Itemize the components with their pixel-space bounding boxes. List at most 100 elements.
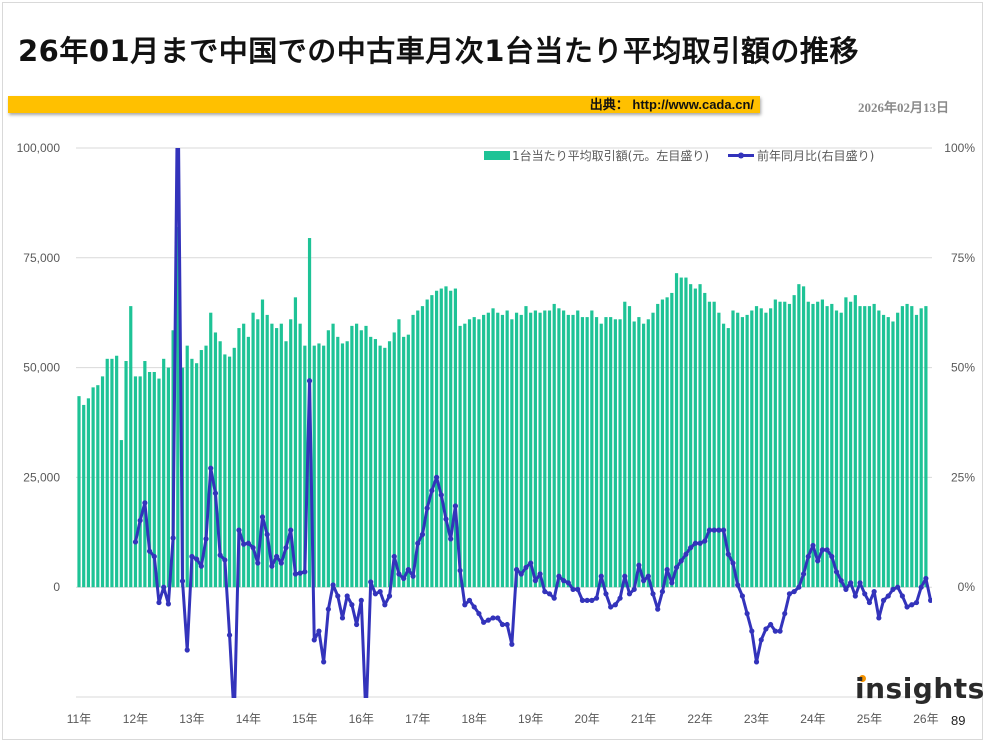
bar: [392, 332, 396, 588]
bar: [590, 310, 594, 588]
yoy-point: [753, 659, 760, 665]
yoy-point: [669, 580, 675, 586]
bar: [844, 297, 848, 588]
yoy-point: [368, 579, 374, 585]
yoy-point: [692, 540, 698, 546]
yoy-point: [513, 567, 520, 573]
x-axis-tick-label: 16年: [349, 712, 374, 726]
bar: [251, 312, 255, 588]
yoy-point: [288, 527, 294, 533]
yoy-point: [410, 573, 416, 579]
bar: [317, 343, 321, 588]
yoy-point: [706, 527, 713, 533]
bar: [740, 317, 745, 588]
yoy-point: [316, 628, 322, 634]
yoy-point: [302, 569, 308, 575]
yoy-point: [415, 540, 421, 546]
bar: [679, 277, 683, 588]
bar: [115, 355, 119, 588]
yoy-point: [438, 492, 444, 498]
yoy-point: [791, 588, 797, 595]
bar: [721, 323, 726, 588]
yoy-point: [466, 597, 473, 603]
yoy-point: [749, 628, 755, 634]
yoy-point: [504, 621, 510, 628]
bar: [340, 343, 345, 588]
yoy-point: [796, 584, 802, 590]
bar: [246, 336, 250, 588]
bar: [863, 306, 867, 588]
bar: [693, 288, 697, 588]
yoy-point: [673, 564, 680, 571]
yoy-point: [344, 593, 350, 599]
yoy-point: [636, 562, 642, 568]
yoy-point: [339, 615, 346, 621]
yoy-point: [156, 599, 162, 606]
bar: [420, 306, 425, 588]
bar: [759, 308, 763, 588]
bar: [100, 376, 105, 588]
bar: [326, 330, 330, 588]
yoy-point: [824, 547, 830, 553]
right-axis-tick-label: 50%: [951, 361, 975, 375]
bar: [86, 398, 91, 588]
yoy-point: [565, 580, 571, 586]
bar: [642, 323, 646, 588]
yoy-point: [608, 604, 614, 610]
yoy-point: [758, 637, 764, 643]
bar: [783, 301, 787, 588]
source-link[interactable]: 出典： http://www.cada.cn/: [589, 97, 754, 112]
left-axis-tick-label: 75,000: [23, 251, 60, 265]
yoy-point: [142, 500, 148, 506]
yoy-point: [523, 564, 529, 571]
bar: [533, 310, 537, 588]
yoy-point: [744, 610, 750, 617]
yoy-point: [245, 540, 251, 546]
right-axis-tick-label: 25%: [951, 470, 975, 484]
bar: [839, 312, 843, 588]
bar: [270, 323, 274, 588]
bar: [914, 314, 919, 588]
bar: [477, 319, 481, 588]
bar: [195, 363, 199, 588]
bar: [689, 284, 693, 588]
bar: [529, 312, 533, 588]
bar: [609, 317, 613, 588]
yoy-point: [335, 593, 341, 599]
bar: [660, 299, 665, 588]
yoy-point: [913, 599, 920, 606]
bar: [322, 345, 326, 588]
yoy-point: [763, 626, 769, 632]
yoy-point: [212, 490, 219, 496]
x-axis-tick-label: 23年: [744, 712, 769, 726]
bar: [96, 385, 100, 588]
bar: [816, 301, 820, 588]
yoy-point: [330, 582, 336, 588]
bar: [105, 358, 109, 588]
bar: [514, 312, 519, 588]
bar: [425, 299, 429, 588]
bar: [547, 310, 552, 588]
bar: [566, 314, 570, 588]
yoy-point: [424, 505, 430, 511]
bar: [275, 328, 279, 588]
bar: [209, 312, 213, 588]
bar: [336, 336, 340, 588]
yoy-point: [593, 595, 600, 601]
yoy-point: [372, 591, 379, 597]
yoy-point: [396, 571, 402, 577]
bar: [674, 273, 679, 588]
yoy-point: [631, 586, 637, 592]
bar: [571, 314, 575, 588]
bar: [199, 350, 203, 588]
yoy-point: [880, 597, 887, 603]
bar: [387, 341, 392, 588]
bar: [764, 312, 768, 588]
bar: [138, 376, 142, 588]
bar: [778, 301, 782, 588]
bar: [289, 319, 293, 588]
yoy-point: [481, 619, 487, 625]
left-axis-tick-label: 50,000: [23, 361, 60, 375]
line-series: [132, 148, 932, 698]
yoy-point: [546, 591, 553, 597]
